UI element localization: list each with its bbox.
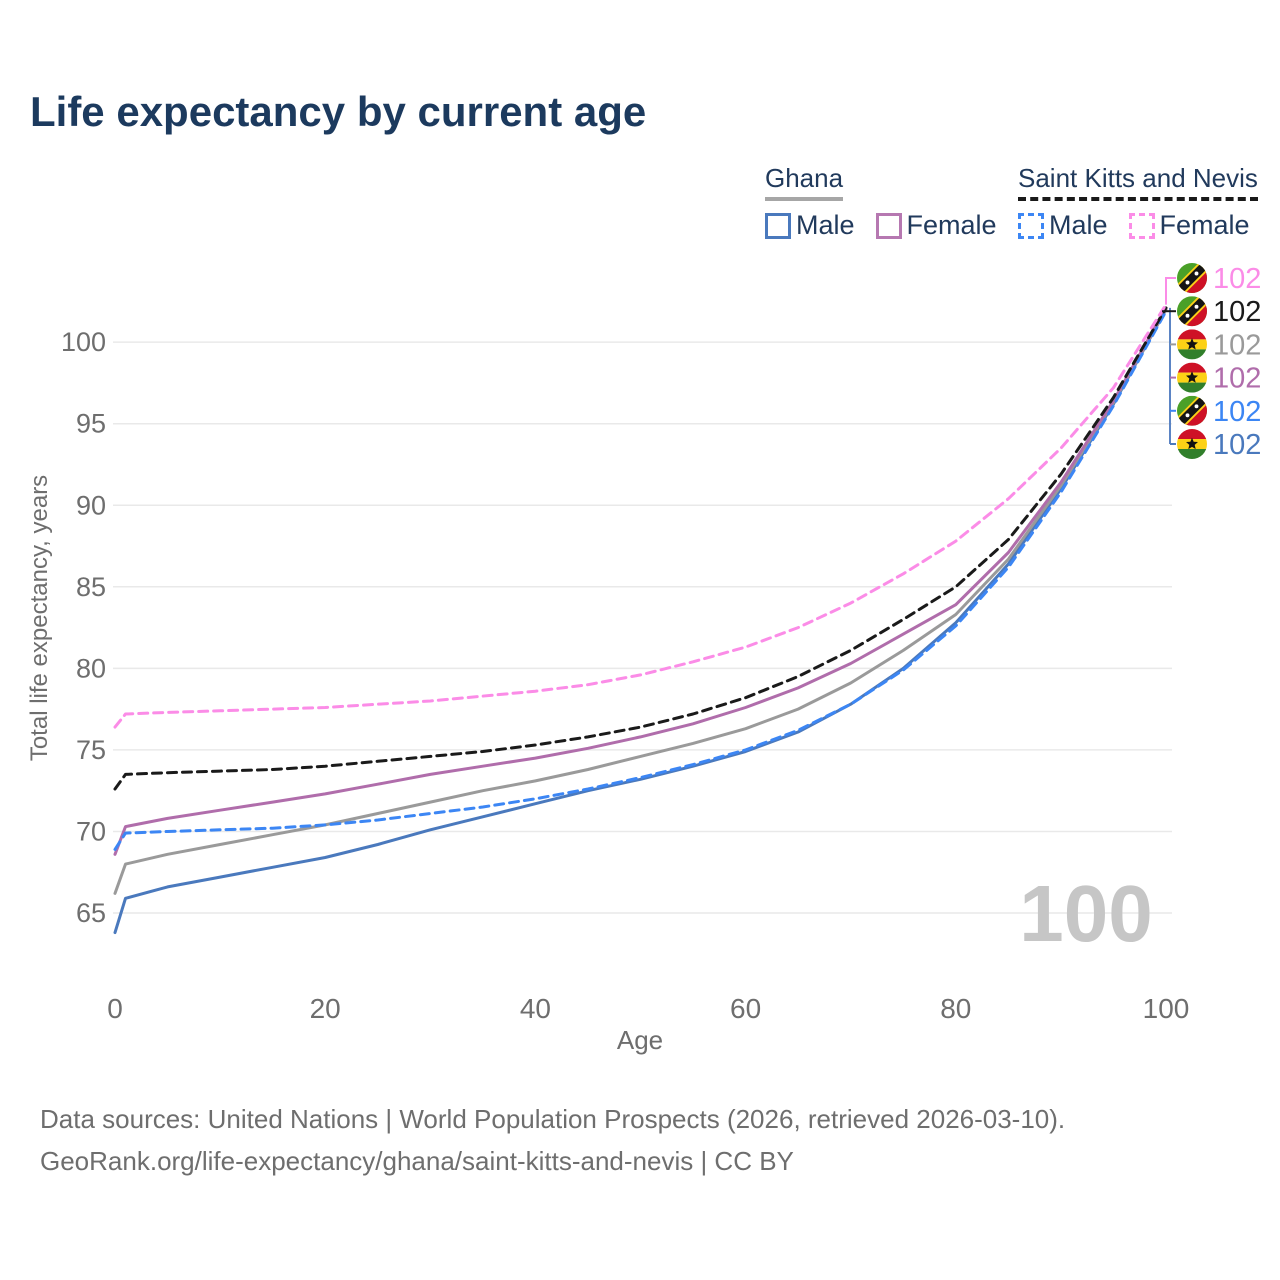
ghana-female-swatch-icon (875, 212, 902, 239)
y-axis-tick-label: 95 (76, 409, 106, 439)
legend-title-ghana[interactable]: Ghana (765, 163, 844, 201)
hover-age-watermark: 100 (1019, 869, 1152, 958)
legend-item-ghana-female[interactable]: Female (875, 210, 997, 241)
ghana-male-swatch-icon (765, 212, 791, 239)
legend-group-saint-kitts-and-nevis: Saint Kitts and Nevis Male Female (1018, 163, 1258, 241)
y-axis-tick-label: 75 (76, 735, 106, 765)
x-axis-title: Age (617, 1025, 663, 1055)
saint-kitts-nevis-flag-icon (1177, 263, 1207, 293)
end-value-label-row[interactable]: 102 (1177, 395, 1261, 428)
attribution-line: GeoRank.org/life-expectancy/ghana/saint-… (40, 1146, 794, 1176)
legend-item-label: Male (1049, 210, 1108, 240)
data-sources-footer: Data sources: United Nations | World Pop… (40, 1104, 1065, 1188)
ghana-flag-icon (1177, 329, 1207, 360)
skn-female-swatch-icon (1128, 212, 1155, 239)
legend-item-label: Female (906, 210, 997, 240)
y-axis-tick-label: 90 (76, 490, 106, 520)
end-value-label-row[interactable]: 102 (1177, 329, 1261, 361)
end-value-label: 102 (1213, 329, 1261, 361)
end-value-label: 102 (1213, 363, 1261, 395)
legend-item-ghana-male[interactable]: Male (765, 210, 855, 241)
x-axis-tick-label: 100 (1143, 993, 1190, 1024)
series-line-skn_total[interactable] (113, 306, 1168, 791)
legend-item-label: Female (1159, 210, 1250, 240)
leader-line (1165, 277, 1176, 305)
legend-item-label: Male (796, 210, 855, 240)
end-value-label: 102 (1213, 296, 1261, 328)
data-sources-line: Data sources: United Nations | World Pop… (40, 1104, 1066, 1134)
x-axis-tick-label: 80 (940, 993, 971, 1024)
end-value-label: 102 (1213, 429, 1261, 461)
end-value-label-row[interactable]: 102 (1177, 296, 1261, 328)
y-axis-tick-label: 70 (76, 816, 106, 846)
legend-group-ghana: Ghana Male Female (765, 163, 997, 241)
series-line-skn_female[interactable] (113, 303, 1168, 729)
end-value-label: 102 (1213, 263, 1261, 295)
gridlines: 65 70 75 80 85 90 95 100 (61, 327, 1172, 928)
series-line-skn_male[interactable] (113, 309, 1168, 851)
skn-male-swatch-icon (1018, 212, 1044, 239)
page-title: Life expectancy by current age (30, 88, 647, 135)
x-axis-tick-label: 60 (730, 993, 761, 1024)
saint-kitts-nevis-flag-icon (1177, 296, 1207, 327)
legend-title-saint-kitts-and-nevis[interactable]: Saint Kitts and Nevis (1018, 163, 1258, 201)
series-line-ghana_female[interactable] (113, 306, 1168, 856)
end-value-label: 102 (1213, 396, 1261, 428)
ghana-flag-icon (1177, 429, 1207, 459)
end-value-label-row[interactable]: 102 (1177, 263, 1261, 295)
y-axis-title: Total life expectancy, years (26, 475, 53, 761)
end-value-label-row[interactable]: 102 (1177, 429, 1261, 461)
x-axis-tick-label: 0 (107, 993, 123, 1024)
series-line-ghana_male[interactable] (113, 308, 1168, 935)
saint-kitts-nevis-flag-icon (1177, 395, 1207, 426)
x-axis-tick-label: 20 (310, 993, 341, 1024)
series-line-ghana_total[interactable] (113, 308, 1168, 895)
y-axis-tick-label: 65 (76, 898, 106, 928)
y-axis-tick-label: 80 (76, 653, 106, 683)
legend-item-skn-female[interactable]: Female (1128, 210, 1250, 241)
y-axis-tick-label: 85 (76, 572, 106, 602)
x-axis-tick-label: 40 (520, 993, 551, 1024)
ghana-flag-icon (1177, 362, 1207, 393)
y-axis-tick-label: 100 (61, 327, 106, 357)
end-value-label-row[interactable]: 102 (1177, 362, 1261, 395)
legend-item-skn-male[interactable]: Male (1018, 210, 1108, 241)
